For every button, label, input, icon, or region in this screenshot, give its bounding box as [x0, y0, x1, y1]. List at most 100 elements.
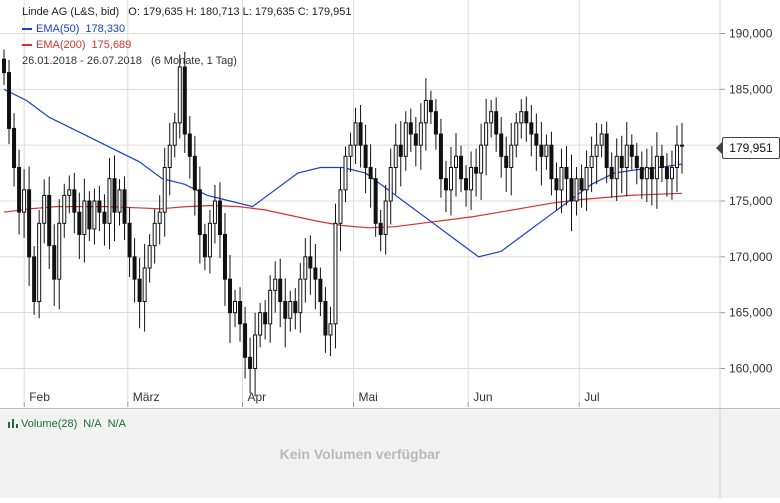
candle-body: [649, 167, 654, 180]
candle-body: [243, 323, 248, 358]
candle-body: [268, 289, 273, 325]
candle-body: [619, 155, 624, 168]
candle-body: [238, 301, 243, 325]
candle-body: [117, 189, 122, 213]
candle-body: [17, 167, 22, 213]
ohlc-values: O: 179,635 H: 180,713 L: 179,635 C: 179,…: [128, 6, 352, 18]
candle-body: [509, 144, 514, 169]
candle-body: [298, 278, 303, 314]
last-price-badge: 179,951: [716, 137, 780, 159]
x-tick-label: Mai: [359, 390, 378, 404]
candle-body: [228, 278, 232, 314]
candle-body: [338, 189, 343, 224]
candle-body: [474, 167, 479, 174]
date-range-legend: 26.01.2018 - 26.07.2018 (6 Monate, 1 Tag…: [22, 55, 237, 67]
volume-value-2: N/A: [107, 418, 126, 430]
candle-body: [639, 167, 644, 180]
candle-body: [42, 194, 47, 224]
x-tick-label: Apr: [248, 390, 267, 404]
candle-body: [499, 133, 504, 157]
candle-body: [599, 133, 604, 146]
candle-body: [609, 167, 614, 180]
candle-body: [423, 100, 428, 124]
candle-body: [604, 133, 609, 168]
candle-body: [67, 189, 72, 196]
candle-body: [368, 167, 373, 180]
candle-body: [147, 245, 152, 269]
candle-body: [388, 167, 393, 202]
candle-body: [680, 144, 684, 147]
candle-body: [202, 234, 207, 258]
candle-body: [137, 278, 142, 302]
candle-body: [579, 178, 584, 191]
candle-body: [614, 155, 619, 180]
candle-body: [363, 144, 368, 169]
candle-body: [313, 267, 318, 280]
candle-body: [574, 178, 579, 202]
candle-body: [569, 178, 574, 202]
candle-body: [464, 178, 469, 191]
candle-body: [448, 167, 453, 191]
candle-body: [172, 122, 177, 146]
candle-body: [333, 222, 338, 325]
candle-body: [358, 122, 363, 146]
candle-body: [584, 167, 589, 191]
volume-label: Volume(28): [21, 418, 78, 430]
candle-body: [564, 167, 569, 180]
candle-body: [197, 189, 202, 235]
period-text: (6 Monate, 1 Tag): [150, 55, 237, 67]
candle-body: [469, 167, 474, 191]
candle-body: [644, 167, 649, 180]
candle-body: [157, 211, 162, 224]
candle-body: [459, 155, 464, 180]
candle-body: [127, 222, 132, 258]
ohlc-legend: Linde AG (L&S, bid) O: 179,635 H: 180,71…: [22, 6, 352, 18]
candle-body: [177, 66, 182, 124]
candle-body: [529, 122, 534, 135]
candle-body: [132, 256, 137, 280]
candle-body: [443, 178, 448, 191]
candle-body: [348, 144, 353, 157]
candle-body: [233, 301, 238, 314]
candle-body: [504, 155, 509, 168]
volume-value-1: N/A: [83, 418, 102, 430]
candle-body: [32, 256, 37, 303]
x-tick-label: März: [133, 390, 160, 404]
candle-body: [303, 256, 308, 280]
candle-body: [87, 200, 92, 230]
candle-body: [2, 58, 6, 74]
candle-body: [484, 122, 489, 146]
candle-body: [489, 111, 494, 124]
y-tick-label: 190,000: [729, 27, 773, 41]
candle-body: [27, 189, 32, 258]
y-tick-label: 165,000: [729, 306, 773, 320]
candle-body: [589, 155, 594, 168]
candle-body: [107, 178, 112, 224]
candle-body: [403, 122, 408, 157]
candle-body: [182, 66, 187, 135]
ema200-label: EMA(200): [36, 39, 86, 51]
ema200-legend: EMA(200) 175,689: [22, 39, 131, 51]
candle-body: [62, 194, 67, 224]
candle-body: [112, 178, 117, 213]
x-tick-label: Jun: [473, 390, 492, 404]
candle-body: [544, 144, 549, 157]
candle-body: [659, 155, 664, 168]
candle-body: [102, 211, 107, 224]
candle-body: [634, 155, 639, 168]
candle-body: [559, 167, 564, 191]
candle-body: [82, 200, 87, 235]
y-tick-label: 175,000: [729, 194, 773, 208]
candle-body: [393, 144, 398, 169]
no-volume-message: Kein Volumen verfügbar: [279, 446, 441, 462]
candle-body: [454, 155, 458, 168]
ema200-marker: [22, 44, 32, 47]
candle-body: [187, 133, 192, 157]
volume-legend: Volume(28) N/A N/A: [8, 418, 126, 430]
x-tick-label: Feb: [29, 390, 50, 404]
candle-body: [92, 200, 97, 230]
ema50-legend: EMA(50) 178,330: [22, 23, 125, 35]
candle-body: [674, 144, 679, 169]
